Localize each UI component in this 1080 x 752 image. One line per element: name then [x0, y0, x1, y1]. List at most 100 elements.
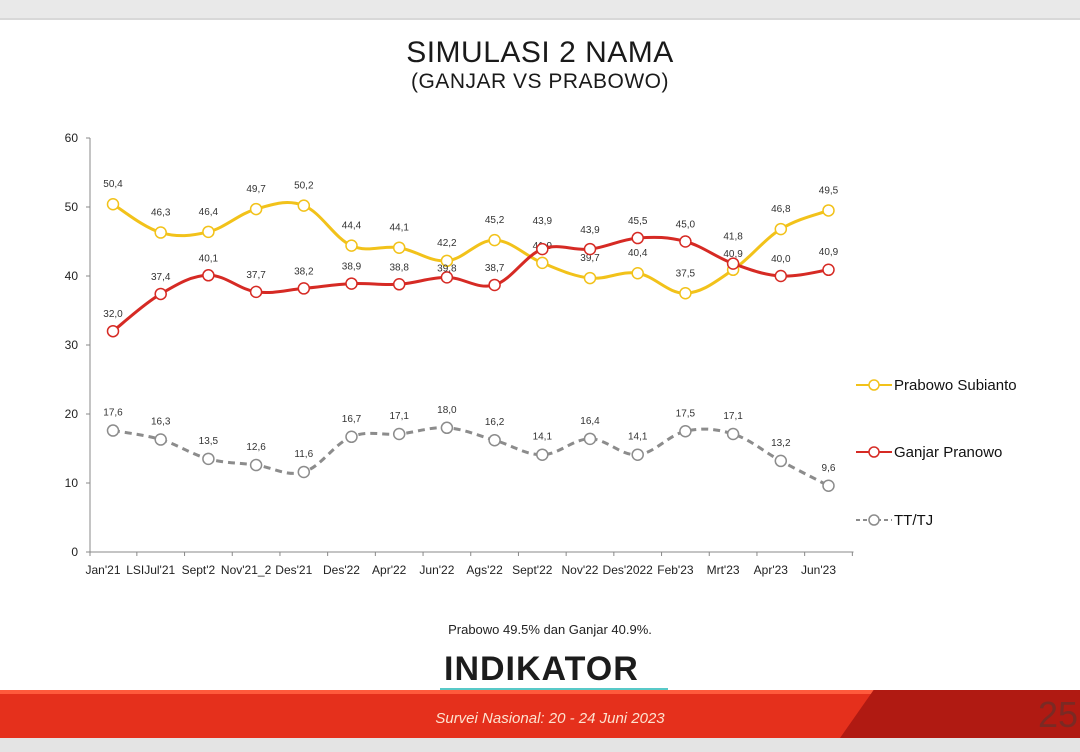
- data-label-prabowo: 44,4: [342, 221, 362, 232]
- data-point-tt-tj: [822, 479, 835, 493]
- data-point-ganjar: [726, 257, 740, 270]
- data-point-ganjar: [154, 287, 167, 301]
- data-point-prabowo: [679, 287, 692, 300]
- data-point-prabowo: [392, 241, 406, 254]
- x-tick-label: Nov'22: [562, 563, 599, 577]
- legend-item-ganjar: Ganjar Pranowo: [856, 441, 1002, 463]
- data-label-prabowo: 46,3: [151, 208, 171, 219]
- logo-wordmark: INDIKATOR: [444, 650, 639, 688]
- data-label-ganjar: 37,4: [151, 272, 171, 283]
- x-tick-label: Des'22: [323, 563, 360, 577]
- x-tick-label: Mrt'23: [707, 563, 740, 577]
- x-tick-label: Sept'2: [182, 563, 216, 577]
- y-tick-label: 40: [65, 269, 79, 283]
- data-label-ganjar: 43,9: [580, 225, 600, 236]
- data-label-ganjar: 40,0: [771, 254, 791, 265]
- x-tick-label: Feb'23: [657, 563, 694, 577]
- data-point-ganjar: [583, 242, 597, 256]
- data-label-prabowo: 49,7: [246, 184, 266, 195]
- data-label-ganjar: 40,9: [819, 247, 839, 258]
- data-label-tt-tj: 16,3: [151, 417, 171, 428]
- data-point-prabowo: [822, 204, 835, 217]
- y-tick-label: 0: [71, 545, 78, 559]
- series-line-ganjar: [112, 235, 829, 333]
- legend-item-prabowo: Prabowo Subianto: [856, 374, 1017, 396]
- legend-marker-prabowo: [856, 379, 892, 391]
- data-label-ganjar: 39,8: [437, 263, 457, 274]
- data-point-prabowo: [297, 199, 311, 212]
- data-label-ganjar: 45,0: [676, 220, 696, 231]
- data-label-ganjar: 40,1: [199, 253, 219, 264]
- data-point-ganjar: [488, 278, 501, 292]
- data-point-prabowo: [536, 256, 549, 270]
- data-label-prabowo: 49,5: [819, 185, 839, 196]
- data-point-ganjar: [202, 269, 215, 282]
- data-label-prabowo: 50,4: [103, 179, 123, 190]
- data-label-prabowo: 45,2: [485, 215, 505, 226]
- data-label-tt-tj: 16,7: [342, 414, 362, 425]
- footer-survey-text: Survei Nasional: 20 - 24 Juni 2023: [435, 710, 665, 727]
- data-label-ganjar: 32,0: [103, 309, 123, 320]
- data-label-ganjar: 38,7: [485, 263, 505, 274]
- data-point-tt-tj: [774, 454, 788, 468]
- data-label-tt-tj: 17,1: [723, 411, 743, 422]
- data-point-tt-tj: [583, 432, 597, 446]
- x-tick-label: Sept'22: [512, 563, 553, 577]
- chart-caption: Prabowo 49.5% dan Ganjar 40.9%.: [448, 622, 652, 637]
- data-label-tt-tj: 17,6: [103, 408, 123, 419]
- data-label-tt-tj: 14,1: [628, 432, 648, 443]
- data-label-ganjar: 38,2: [294, 266, 314, 277]
- x-tick-label: Jun'23: [801, 563, 836, 577]
- data-point-ganjar: [536, 242, 549, 256]
- data-point-tt-tj: [297, 465, 311, 479]
- legend-label-prabowo: Prabowo Subianto: [894, 376, 1017, 394]
- x-tick-label: LSIJul'21: [126, 563, 175, 577]
- data-point-ganjar: [297, 282, 311, 295]
- data-point-tt-tj: [392, 427, 406, 441]
- data-point-prabowo: [583, 271, 597, 285]
- legend-label-ganjar: Ganjar Pranowo: [894, 443, 1003, 461]
- data-point-prabowo: [249, 202, 263, 216]
- data-label-tt-tj: 18,0: [437, 405, 457, 416]
- y-tick-label: 10: [65, 476, 79, 490]
- data-point-tt-tj: [202, 452, 215, 466]
- series-line-prabowo: [112, 201, 830, 295]
- x-tick-label: Des'21: [275, 563, 312, 577]
- y-tick-label: 30: [65, 338, 79, 352]
- data-point-prabowo: [774, 222, 788, 236]
- series-line-tt-tj: [112, 426, 830, 488]
- data-label-prabowo: 40,4: [628, 248, 648, 259]
- x-tick-label: Ags'22: [466, 563, 503, 577]
- data-point-tt-tj: [106, 424, 120, 437]
- data-point-tt-tj: [536, 448, 549, 461]
- line-chart: 0 10 20 30 40 50 60 Jan'21 LSIJul'21 Sept'2 Nov'21…: [65, 131, 854, 577]
- x-tick-label: Jan'21: [86, 563, 121, 577]
- data-label-prabowo: 37,5: [676, 268, 696, 279]
- data-point-tt-tj: [631, 448, 644, 461]
- data-label-tt-tj: 14,1: [533, 432, 553, 443]
- y-tick-label: 60: [65, 131, 79, 145]
- legend-marker-tt-tj: [856, 514, 892, 526]
- footer-bar: Survei Nasional: 20 - 24 Juni 2023 25: [0, 690, 1080, 738]
- data-point-prabowo: [440, 254, 454, 268]
- data-point-prabowo: [202, 225, 215, 239]
- data-point-tt-tj: [249, 458, 263, 472]
- data-label-ganjar: 43,9: [533, 216, 553, 227]
- data-point-prabowo: [345, 239, 358, 252]
- data-label-tt-tj: 11,6: [294, 449, 313, 460]
- data-point-ganjar: [249, 285, 263, 299]
- data-point-ganjar: [106, 324, 120, 338]
- slide-top-border: [0, 18, 1080, 20]
- x-tick-label: Apr'23: [754, 563, 789, 577]
- data-point-ganjar: [392, 278, 406, 291]
- data-point-tt-tj: [488, 433, 501, 447]
- y-tick-label: 50: [65, 200, 79, 214]
- footer-accent: [0, 690, 1080, 694]
- data-label-tt-tj: 13,5: [199, 436, 219, 447]
- legend-marker-ganjar: [856, 446, 892, 458]
- x-tick-label: Jun'22: [419, 563, 454, 577]
- data-label-tt-tj: 9,6: [822, 463, 836, 474]
- data-point-ganjar: [679, 235, 692, 248]
- page-number: 25: [1037, 694, 1078, 735]
- x-tick-label: Nov'21_2: [221, 563, 272, 577]
